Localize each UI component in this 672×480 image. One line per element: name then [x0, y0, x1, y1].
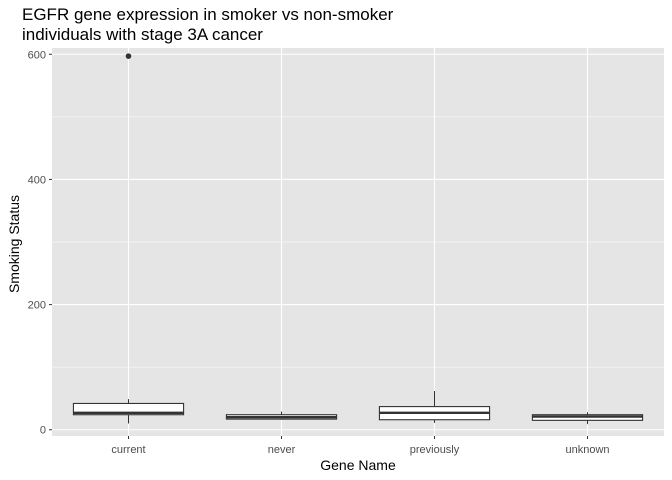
grid-lines	[52, 48, 664, 436]
box-current	[72, 53, 185, 424]
y-tick-label: 400	[28, 174, 46, 186]
y-tick-label: 0	[40, 425, 46, 437]
x-tick-label: never	[268, 444, 296, 456]
x-tick-label: previously	[410, 444, 460, 456]
box-previously	[378, 390, 491, 423]
x-axis-label: Gene Name	[320, 457, 396, 473]
axis-ticks: 0 200 400 600 current never previously unknown	[28, 49, 610, 456]
y-tick-label: 600	[28, 49, 46, 61]
box-unknown	[531, 412, 644, 425]
chart-title: EGFR gene expression in smoker vs non-sm…	[22, 5, 393, 45]
chart-title-line-2: individuals with stage 3A cancer	[22, 25, 263, 44]
y-axis-label: Smoking Status	[6, 194, 22, 294]
outlier-point	[125, 53, 132, 59]
box-iqr	[72, 402, 185, 416]
y-tick-label: 200	[28, 300, 46, 312]
chart-title-line-1: EGFR gene expression in smoker vs non-sm…	[22, 5, 394, 24]
box-never	[225, 411, 338, 420]
boxes	[72, 53, 644, 425]
x-tick-label: unknown	[565, 444, 609, 456]
x-tick-label: current	[111, 444, 145, 456]
